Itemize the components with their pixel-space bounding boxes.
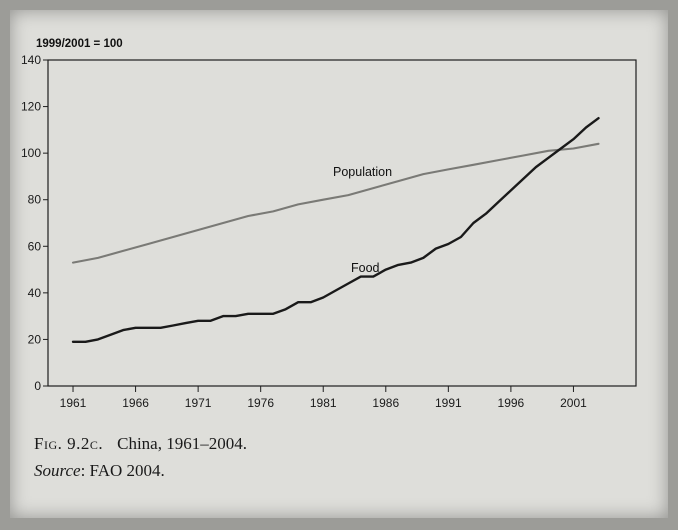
y-tick-label: 40 [28,286,42,300]
y-axis: 0 20 40 60 80 100 120 140 [21,53,48,393]
source-text: : FAO 2004. [80,461,165,480]
figure-title: China, 1961–2004. [117,434,247,453]
x-tick-label: 1981 [310,396,337,410]
y-tick-label: 100 [21,146,41,160]
x-tick-label: 1976 [247,396,274,410]
plot-frame [47,59,637,387]
x-tick-label: 1986 [372,396,399,410]
figure-label: Fig. 9.2c. [34,434,104,453]
y-tick-label: 80 [28,193,42,207]
y-tick-label: 0 [34,379,41,393]
population-series-label: Population [333,165,392,179]
book-page: 1999/2001 = 100 0 20 40 60 80 100 120 140 1961 1… [10,10,668,518]
series-lines [71,116,600,343]
x-tick-label: 2001 [560,396,587,410]
x-tick-label: 1971 [185,396,212,410]
x-tick-label: 1996 [498,396,525,410]
y-tick-label: 140 [21,53,41,67]
population-line [71,142,600,264]
x-tick-label: 1966 [122,396,149,410]
y-tick-label: 60 [28,239,42,253]
x-tick-label: 1961 [60,396,87,410]
y-tick-label: 120 [21,100,41,114]
x-axis: 1961 1966 1971 1976 1981 1986 1991 1996 2001 [60,386,587,410]
source-label: Source [34,461,81,480]
figure-caption: Fig. 9.2c. China, 1961–2004. [34,434,247,454]
y-tick-label: 20 [28,332,42,346]
food-line [71,116,600,343]
food-series-label: Food [351,261,380,275]
y-unit-label: 1999/2001 = 100 [36,38,123,50]
source-caption: Source: FAO 2004. [34,461,165,481]
x-tick-label: 1991 [435,396,462,410]
